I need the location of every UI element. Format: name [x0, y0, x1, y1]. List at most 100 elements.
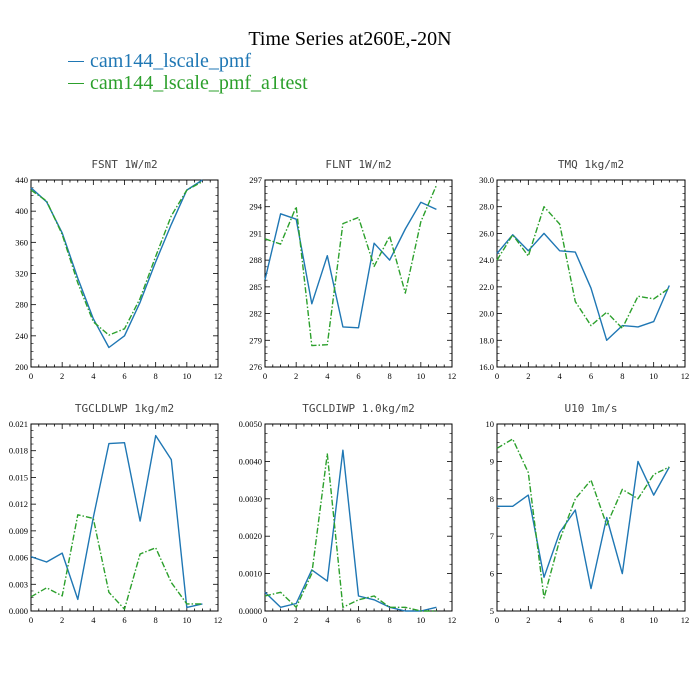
x-tick-label: 4	[558, 371, 563, 381]
x-tick-label: 6	[589, 615, 593, 625]
series-line-1	[264, 201, 437, 329]
x-tick-label: 12	[681, 615, 690, 625]
chart-panel-2: FLNT 1W/m2 0 2 4 6 8 10 12 276 279 282 285 288 291 294…	[249, 158, 456, 381]
y-tick-label: 10	[486, 419, 495, 429]
y-tick-label: 285	[249, 282, 262, 292]
chart-panel-5: TGCLDIWP 1.0kg/m2 0 2 4 6 8 10 12 0.0000 0.0010 0.…	[239, 402, 457, 625]
y-tick-label: 8	[490, 494, 494, 504]
legend-swatch	[68, 82, 84, 84]
x-tick-label: 12	[448, 615, 457, 625]
y-tick-label: 24.0	[479, 255, 494, 265]
series-line-2	[264, 453, 437, 612]
x-tick-label: 8	[154, 615, 158, 625]
y-tick-label: 0.018	[9, 446, 28, 456]
y-tick-label: 0.0050	[239, 419, 262, 429]
y-tick-label: 400	[15, 206, 28, 216]
x-tick-label: 8	[620, 615, 624, 625]
x-tick-label: 10	[649, 371, 658, 381]
y-tick-label: 0.009	[9, 526, 28, 536]
panel-frame	[496, 423, 686, 612]
y-tick-label: 9	[490, 456, 494, 466]
y-tick-label: 0.000	[9, 606, 28, 616]
panel-frame	[30, 423, 219, 612]
series-line-1	[30, 179, 203, 349]
x-tick-label: 6	[356, 615, 360, 625]
panel-title: FLNT 1W/m2	[325, 158, 391, 171]
y-tick-label: 20.0	[479, 309, 494, 319]
y-tick-label: 5	[490, 606, 494, 616]
chart-panel-3: TMQ 1kg/m2 0 2 4 6 8 10 12 16.0 18.0 20.0 22.0 24.0 2…	[479, 158, 689, 381]
y-tick-label: 0.0040	[239, 456, 262, 466]
x-tick-label: 4	[325, 371, 330, 381]
legend: cam144_lscale_pmf cam144_lscale_pmf_a1te…	[68, 50, 308, 94]
series-line-2	[30, 180, 203, 336]
panel-frame	[496, 179, 686, 368]
x-tick-label: 10	[417, 371, 426, 381]
series-line-2	[496, 205, 670, 329]
legend-item-series-1: cam144_lscale_pmf	[68, 50, 308, 72]
y-tick-label: 0.0020	[239, 531, 262, 541]
y-tick-label: 294	[249, 202, 263, 212]
y-tick-label: 0.003	[9, 579, 28, 589]
y-tick-label: 0.0000	[239, 606, 262, 616]
legend-swatch	[68, 60, 84, 62]
x-tick-label: 2	[526, 615, 530, 625]
x-tick-label: 6	[356, 371, 360, 381]
x-tick-label: 2	[294, 371, 298, 381]
y-tick-label: 0.0030	[239, 494, 262, 504]
legend-item-series-2: cam144_lscale_pmf_a1test	[68, 72, 308, 94]
y-tick-label: 291	[249, 228, 262, 238]
series-line-2	[264, 185, 438, 347]
x-tick-label: 0	[263, 615, 267, 625]
y-tick-label: 28.0	[479, 202, 494, 212]
x-tick-label: 2	[294, 615, 298, 625]
panel-title: TGCLDLWP 1kg/m2	[75, 402, 174, 415]
y-tick-label: 279	[249, 335, 262, 345]
y-tick-label: 360	[15, 237, 28, 247]
y-tick-label: 0.021	[9, 419, 28, 429]
x-tick-label: 2	[60, 371, 64, 381]
x-tick-label: 8	[388, 615, 392, 625]
series-line-1	[497, 460, 670, 590]
x-tick-label: 8	[388, 371, 392, 381]
series-line-2	[30, 514, 203, 610]
x-tick-label: 2	[60, 615, 64, 625]
y-tick-label: 0.006	[9, 553, 28, 563]
y-tick-label: 22.0	[479, 282, 494, 292]
series-line-1	[264, 449, 437, 612]
legend-label: cam144_lscale_pmf_a1test	[90, 72, 308, 94]
panel-title: FSNT 1W/m2	[91, 158, 157, 171]
x-tick-label: 0	[495, 371, 499, 381]
x-tick-label: 10	[649, 615, 658, 625]
x-tick-label: 6	[122, 615, 126, 625]
y-tick-label: 440	[15, 175, 28, 185]
y-tick-label: 240	[15, 331, 28, 341]
chart-panel-6: U10 1m/s 0 2 4 6 8 10 12 5 6 7 8 9 10	[486, 402, 690, 625]
series-line-2	[496, 438, 670, 599]
series-line-1	[30, 434, 203, 609]
y-tick-label: 18.0	[479, 335, 494, 345]
panel-frame	[264, 423, 453, 612]
y-tick-label: 297	[249, 175, 262, 185]
chart-panel-1: FSNT 1W/m2 0 2 4 6 8 10 12 200 240 280 320 360 400 440	[15, 158, 222, 381]
x-tick-label: 0	[263, 371, 267, 381]
x-tick-label: 4	[91, 615, 96, 625]
x-tick-label: 0	[29, 615, 33, 625]
panel-title: TGCLDIWP 1.0kg/m2	[302, 402, 415, 415]
x-tick-label: 12	[681, 371, 690, 381]
panel-frame	[264, 179, 453, 368]
x-tick-label: 6	[122, 371, 126, 381]
panel-title: U10 1m/s	[565, 402, 618, 415]
x-tick-label: 2	[526, 371, 530, 381]
chart-panel-4: TGCLDLWP 1kg/m2 0 2 4 6 8 10 12 0.000 0.003 0.006 0…	[9, 402, 222, 625]
x-tick-label: 4	[325, 615, 330, 625]
y-tick-label: 280	[15, 300, 28, 310]
panel-frame	[30, 179, 219, 368]
y-tick-label: 320	[15, 269, 28, 279]
x-tick-label: 12	[214, 371, 223, 381]
x-tick-label: 8	[154, 371, 158, 381]
x-tick-label: 4	[558, 615, 563, 625]
x-tick-label: 10	[183, 615, 192, 625]
series-line-1	[496, 232, 670, 341]
